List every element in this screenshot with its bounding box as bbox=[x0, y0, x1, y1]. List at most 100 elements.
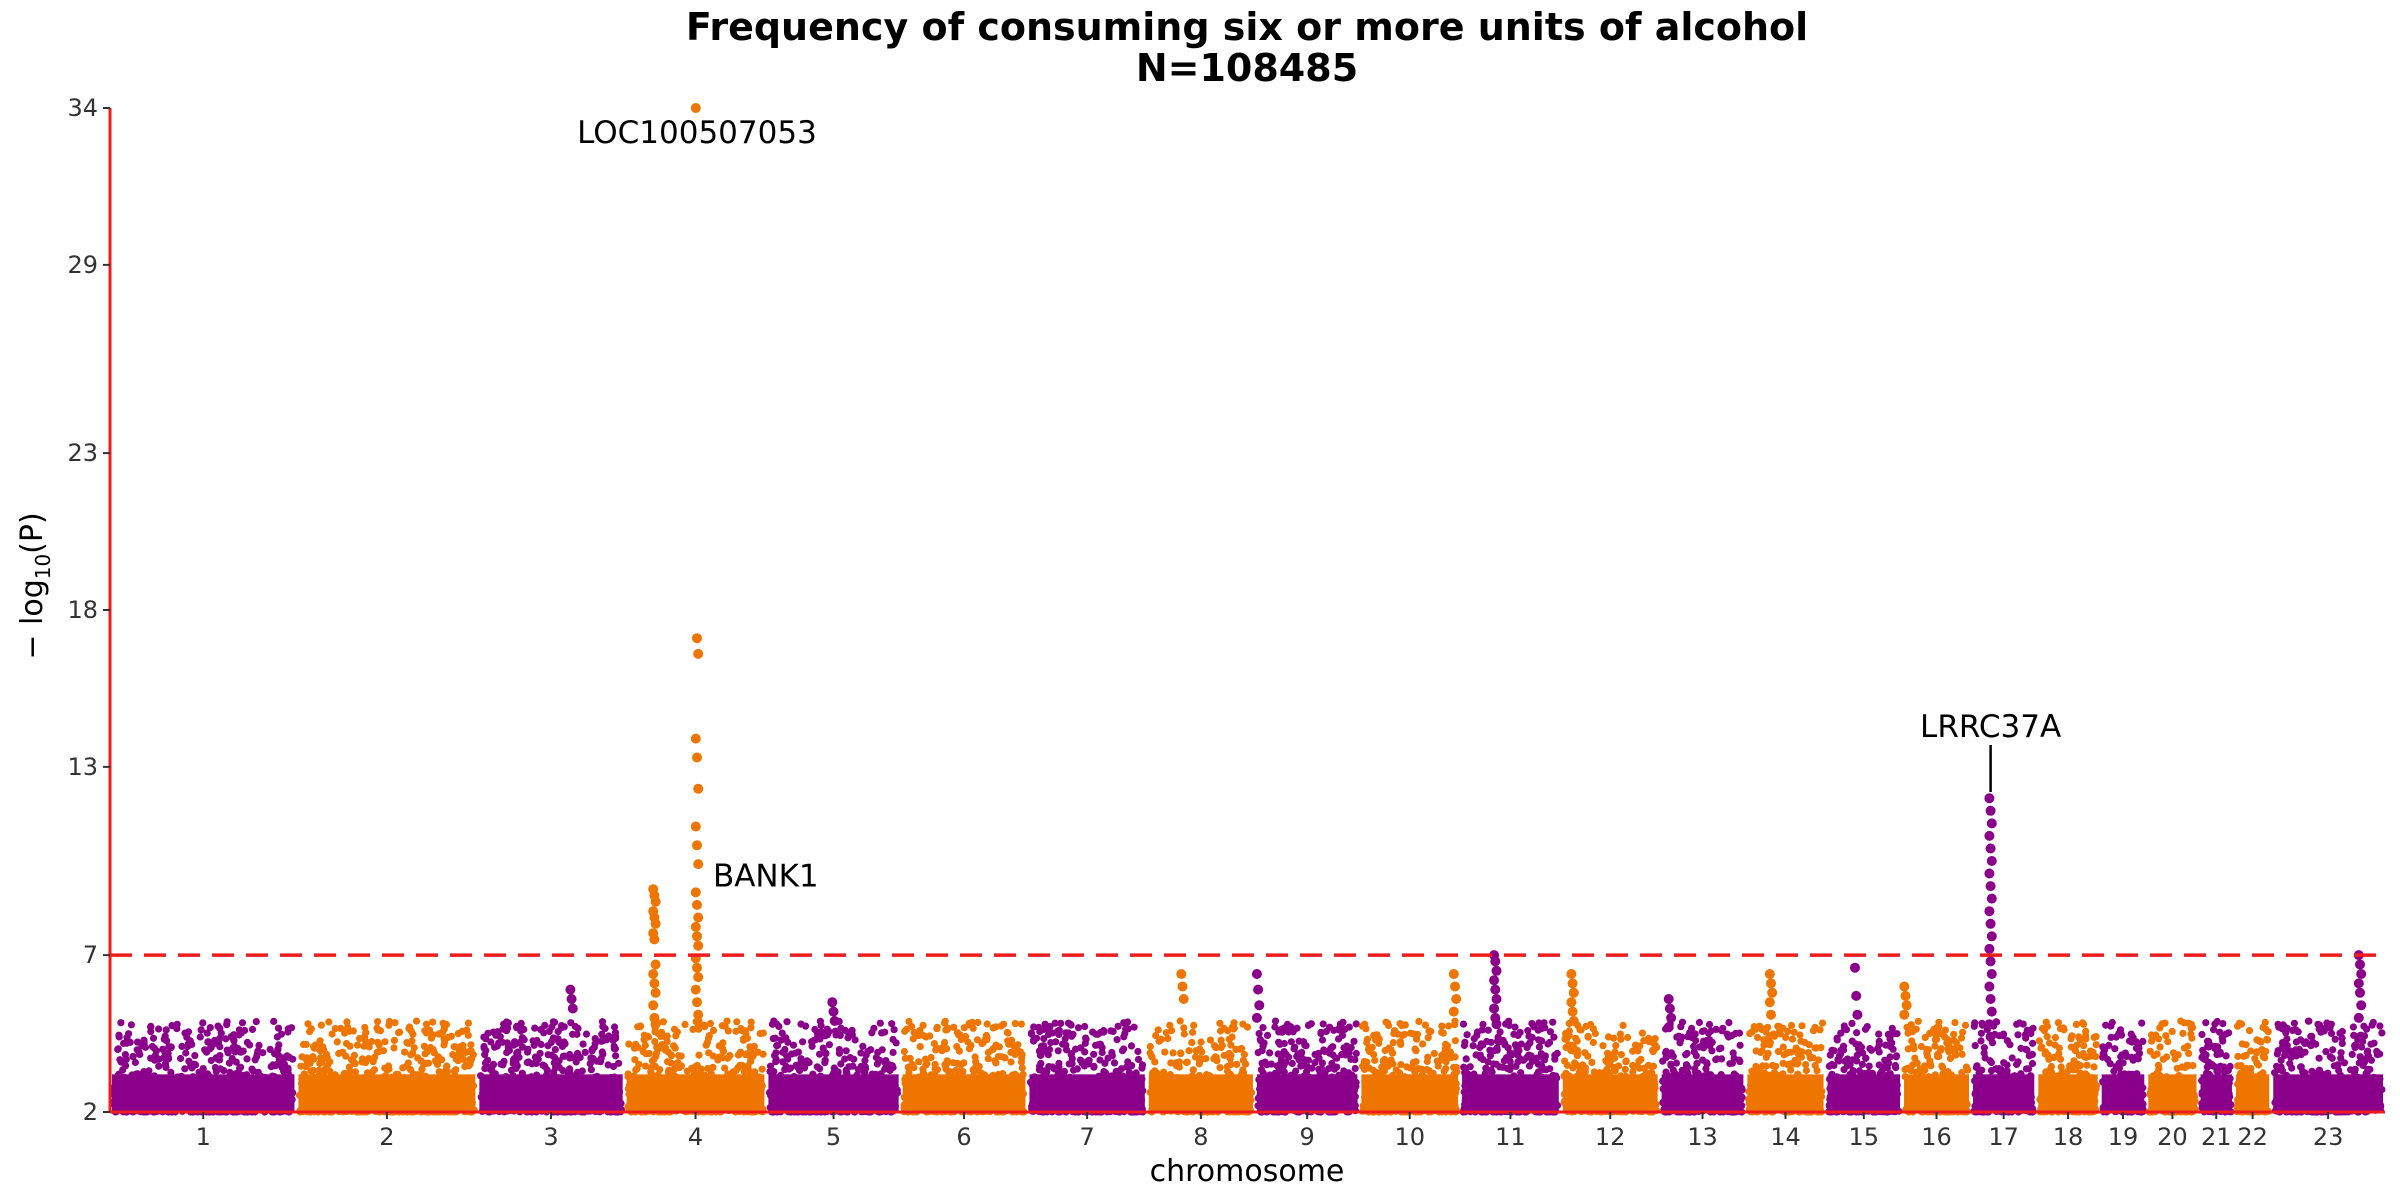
point bbox=[503, 1048, 511, 1057]
point bbox=[237, 1029, 245, 1037]
point bbox=[969, 1024, 977, 1032]
point bbox=[612, 1052, 620, 1060]
point bbox=[1479, 1020, 1487, 1028]
point bbox=[1120, 1019, 1128, 1027]
point bbox=[837, 1060, 845, 1068]
point bbox=[900, 1047, 909, 1056]
point bbox=[376, 1027, 385, 1035]
point bbox=[770, 1068, 778, 1076]
point bbox=[1437, 1056, 1445, 1064]
point bbox=[345, 1063, 353, 1071]
point bbox=[1361, 1063, 1369, 1071]
point bbox=[1073, 1065, 1081, 1073]
point bbox=[1274, 1050, 1282, 1058]
point bbox=[949, 1059, 957, 1067]
point bbox=[499, 1061, 507, 1069]
point bbox=[361, 1023, 369, 1032]
point bbox=[467, 1041, 475, 1049]
point bbox=[1603, 1049, 1612, 1057]
point bbox=[1189, 1028, 1197, 1036]
point bbox=[1494, 1033, 1502, 1041]
point bbox=[591, 1040, 599, 1048]
point-band bbox=[1148, 1074, 1253, 1112]
chart-title: Frequency of consuming six or more units… bbox=[686, 5, 1808, 49]
point bbox=[772, 1055, 780, 1063]
point bbox=[992, 1023, 1000, 1031]
point bbox=[1055, 1026, 1063, 1034]
point bbox=[644, 1032, 652, 1040]
point bbox=[520, 1036, 528, 1044]
point bbox=[850, 1055, 858, 1063]
point bbox=[440, 1025, 448, 1033]
point bbox=[1098, 1043, 1106, 1052]
point bbox=[1124, 1058, 1132, 1066]
point bbox=[706, 1019, 715, 1028]
point bbox=[510, 1038, 519, 1046]
point bbox=[905, 1017, 913, 1026]
point bbox=[493, 1028, 502, 1036]
point bbox=[953, 1029, 962, 1037]
point bbox=[1090, 1050, 1098, 1058]
chromosome-8-points bbox=[1146, 1017, 1256, 1116]
point bbox=[962, 1032, 970, 1041]
point bbox=[625, 1040, 633, 1048]
point bbox=[786, 1064, 795, 1072]
point-band bbox=[298, 1074, 476, 1112]
point bbox=[641, 1062, 650, 1070]
point bbox=[251, 1056, 259, 1064]
point bbox=[952, 1066, 960, 1074]
point bbox=[1082, 1035, 1090, 1043]
point bbox=[957, 1061, 965, 1069]
point bbox=[1151, 1058, 1159, 1066]
point bbox=[868, 1029, 876, 1037]
point bbox=[677, 1052, 685, 1060]
point bbox=[309, 1066, 317, 1075]
point bbox=[599, 1050, 607, 1058]
point bbox=[1081, 1022, 1089, 1031]
point bbox=[709, 1026, 718, 1034]
point bbox=[178, 1042, 186, 1050]
point bbox=[252, 1018, 260, 1026]
point bbox=[298, 1053, 306, 1061]
point bbox=[808, 1038, 816, 1046]
point bbox=[781, 1045, 789, 1054]
point bbox=[1130, 1023, 1138, 1031]
point bbox=[983, 1036, 991, 1044]
point bbox=[943, 1057, 951, 1065]
chart-subtitle: N=108485 bbox=[1136, 46, 1358, 90]
point bbox=[799, 1038, 807, 1046]
point bbox=[1108, 1052, 1116, 1060]
point bbox=[1524, 1027, 1532, 1035]
point bbox=[723, 1054, 732, 1062]
point bbox=[374, 1038, 382, 1046]
point bbox=[467, 1047, 475, 1055]
point bbox=[1424, 1034, 1432, 1042]
point bbox=[903, 1025, 911, 1033]
point bbox=[1280, 1039, 1288, 1048]
point bbox=[539, 1061, 547, 1069]
point bbox=[805, 1058, 813, 1067]
point bbox=[385, 1021, 393, 1029]
point bbox=[1517, 1040, 1525, 1048]
point bbox=[1138, 1064, 1146, 1072]
point bbox=[317, 1021, 325, 1029]
point bbox=[579, 1040, 587, 1048]
point bbox=[267, 1063, 275, 1071]
point bbox=[1122, 1025, 1130, 1033]
point bbox=[1351, 1064, 1359, 1073]
point bbox=[878, 1046, 886, 1054]
point bbox=[1064, 1019, 1073, 1027]
point bbox=[365, 1043, 373, 1051]
point bbox=[1451, 1017, 1459, 1025]
point bbox=[440, 1041, 448, 1049]
point bbox=[605, 1032, 613, 1040]
point bbox=[1259, 1024, 1267, 1032]
point bbox=[788, 1050, 796, 1058]
point bbox=[348, 1056, 357, 1064]
point-band bbox=[902, 1074, 1026, 1112]
point bbox=[1051, 1019, 1059, 1027]
point bbox=[1101, 1059, 1109, 1067]
point bbox=[670, 1042, 678, 1050]
point bbox=[825, 1028, 833, 1036]
point bbox=[1621, 1065, 1629, 1073]
